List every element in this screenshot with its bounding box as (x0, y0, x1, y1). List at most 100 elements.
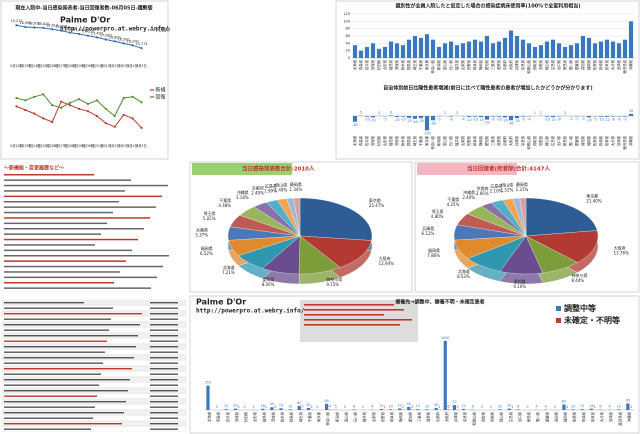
value-label: 3 (456, 111, 458, 115)
y-tick-label: 120 (343, 12, 350, 16)
bar (261, 408, 265, 410)
value-label: 8 (390, 110, 392, 114)
slice-label: 東京都 (369, 197, 381, 203)
point (51, 28, 54, 31)
table-cell (4, 302, 84, 304)
slice-label: 神奈川県 (571, 272, 587, 278)
value-label: 20 (233, 404, 237, 408)
x-tick-label: 山梨県 (460, 135, 465, 146)
x-tick-label: 6月2日 (110, 64, 120, 68)
value-label: 18,950 (19, 21, 31, 25)
x-tick-label: 北海道 (352, 135, 357, 146)
point (68, 31, 72, 34)
bar (352, 409, 356, 410)
x-tick-label: 広島県 (508, 411, 513, 422)
x-tick-label: 兵庫県 (514, 135, 519, 146)
x-tick-label: 三重県 (490, 135, 495, 146)
slice-value: 5.37% (195, 232, 208, 237)
slice-value: 13.76% (614, 251, 629, 256)
x-tick-label: 5月25日 (37, 144, 49, 148)
legend-label: 調整中等 (564, 303, 596, 313)
point (24, 108, 27, 112)
point (86, 102, 90, 106)
text-line (4, 282, 114, 284)
bar (478, 116, 484, 118)
x-tick-label: 熊本県 (604, 59, 609, 70)
x-tick-label: 6月4日 (127, 64, 137, 68)
slice-value: 1.52% (501, 187, 514, 192)
x-tick-label: 5月30日 (82, 64, 94, 68)
x-tick-label: 福岡県 (563, 411, 568, 422)
x-tick-label: 秋田県 (243, 411, 248, 422)
table-cell (150, 335, 178, 337)
bar (352, 45, 358, 58)
x-tick-label: 沖縄県 (626, 411, 631, 422)
annotation: http://powerpro.at.webry.info/ (60, 26, 169, 33)
bar (325, 403, 329, 410)
bar (610, 41, 616, 58)
bar (568, 45, 574, 58)
value-label: -60 (430, 121, 436, 125)
chart-title: 当日感染発表数合計:2010人 (242, 165, 315, 173)
value-label: -10 (400, 118, 406, 122)
point (95, 114, 98, 118)
bar (574, 43, 580, 58)
value-label: 18 (261, 404, 265, 408)
value-label: 4 (535, 405, 537, 409)
bar (398, 408, 402, 410)
x-tick-label: 5月23日 (19, 64, 31, 68)
bar (288, 409, 292, 410)
point (24, 99, 27, 102)
value-label: 60 (297, 401, 301, 405)
x-tick-label: 青森県 (358, 135, 363, 146)
annotation: Palme D'Or (60, 16, 110, 25)
value-label: -7 (575, 118, 578, 122)
x-tick-label: 宮城県 (370, 59, 375, 70)
x-tick-label: 宮城県 (370, 135, 375, 146)
value-label: 3 (274, 405, 276, 409)
table-cell (4, 340, 107, 342)
x-tick-label: 6月4日 (127, 144, 137, 148)
x-tick-label: 大分県 (599, 411, 604, 422)
value-label: -5 (383, 117, 386, 121)
value-label: -15 (550, 118, 556, 122)
slice-label: 埼玉県 (431, 208, 443, 214)
bar (514, 36, 520, 58)
point (131, 117, 134, 120)
bar (472, 39, 478, 58)
value-label: 1 (534, 111, 536, 115)
x-tick-label: 5月26日 (46, 144, 58, 148)
slice-value: 8.44% (571, 278, 584, 283)
legend-swatch (556, 318, 561, 323)
value-label: -8 (491, 118, 494, 122)
x-tick-label: 6月2日 (110, 144, 120, 148)
x-tick-label: 5月29日 (73, 64, 85, 68)
bar (364, 47, 370, 58)
x-tick-label: 沖縄県 (628, 135, 633, 146)
bar (520, 39, 526, 58)
slice-value: 6.52% (200, 251, 213, 256)
point (77, 32, 81, 36)
text-line (4, 276, 157, 279)
slice-value: 9.15% (326, 282, 339, 287)
bar (556, 43, 562, 58)
bar (394, 43, 400, 58)
x-tick-label: 京都府 (502, 135, 507, 146)
table-cell (150, 313, 178, 315)
slice-value: 3.18% (236, 195, 249, 200)
x-tick-label: 群馬県 (406, 59, 411, 70)
bar (430, 116, 436, 121)
table-cell (4, 368, 132, 370)
bar (442, 43, 448, 58)
x-tick-label: 福島県 (388, 59, 393, 70)
legend-label: 入院中 (156, 27, 171, 34)
panel (0, 0, 169, 160)
slice-label: 愛知県 (262, 276, 274, 282)
x-tick-label: 栃木県 (400, 135, 405, 146)
value-label: 10 (288, 404, 292, 408)
bar (496, 41, 502, 58)
bar (418, 116, 424, 119)
bar (484, 36, 490, 58)
legend-swatch (556, 306, 561, 311)
